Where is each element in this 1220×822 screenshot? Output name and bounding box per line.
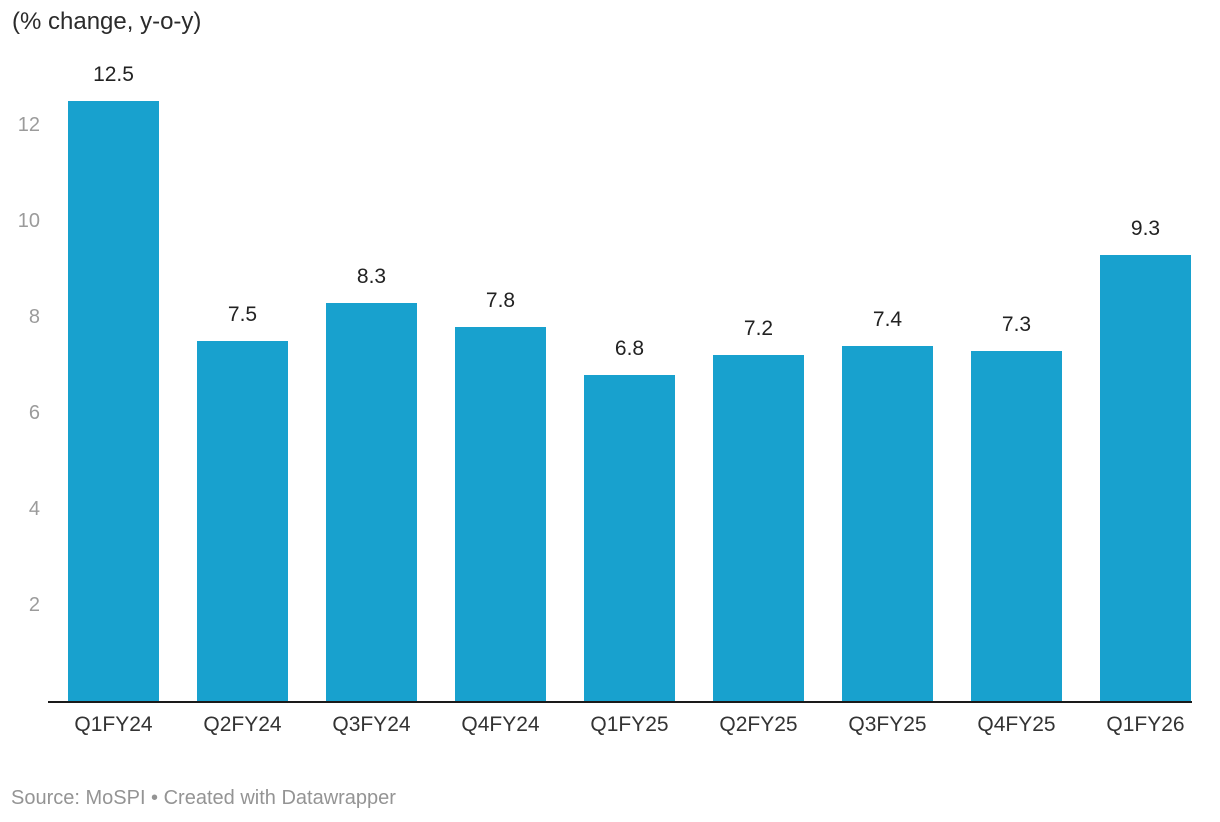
y-axis-tick-label: 10 — [17, 210, 40, 232]
bar-Q2FY24 — [197, 341, 288, 701]
y-axis-tick-label: 12 — [17, 114, 40, 136]
x-axis-category-label: Q2FY25 — [719, 713, 798, 736]
y-axis-tick-label: 4 — [28, 498, 40, 520]
value-label: 9.3 — [1130, 216, 1161, 240]
chart-title: (% change, y-o-y) — [12, 8, 202, 35]
x-axis-category-label: Q1FY25 — [590, 713, 669, 736]
x-axis-category-label: Q1FY26 — [1106, 713, 1185, 736]
x-axis-category-label: Q3FY25 — [848, 713, 927, 736]
value-label: 7.2 — [743, 317, 774, 341]
value-label: 12.5 — [93, 63, 134, 86]
bar-Q4FY25 — [971, 350, 1062, 701]
bar-Q4FY24 — [455, 326, 546, 701]
value-label: 7.3 — [1001, 312, 1032, 336]
y-axis-tick-label: 2 — [28, 594, 40, 616]
value-label: 8.3 — [356, 264, 387, 288]
x-axis-category-label: Q1FY24 — [74, 713, 153, 736]
bar-Q1FY25 — [584, 374, 675, 701]
value-label: 6.8 — [614, 336, 645, 360]
value-label: 7.4 — [872, 307, 903, 331]
bar-Q1FY24 — [68, 101, 159, 701]
bar-Q3FY25 — [842, 345, 933, 701]
source-note: Source: MoSPI • Created with Datawrapper — [11, 787, 396, 809]
bar-Q2FY25 — [713, 355, 804, 701]
x-axis-category-label: Q2FY24 — [203, 713, 282, 736]
y-axis-tick-label: 8 — [28, 306, 40, 328]
y-axis-tick-label: 6 — [28, 402, 40, 424]
x-axis-category-label: Q4FY25 — [977, 713, 1056, 736]
value-label: 7.5 — [227, 303, 258, 326]
value-label: 7.8 — [485, 288, 516, 312]
bar-Q3FY24 — [326, 302, 417, 701]
x-axis-category-label: Q3FY24 — [332, 713, 411, 736]
plot-area: 2 4 6 8 10 12 12.5 7.5 8.3 7.8 6.8 7.2 7.4 7.3 9.3 Q1… — [18, 0, 1192, 736]
x-axis-category-label: Q4FY24 — [461, 713, 540, 736]
bar-Q1FY26 — [1100, 254, 1191, 701]
